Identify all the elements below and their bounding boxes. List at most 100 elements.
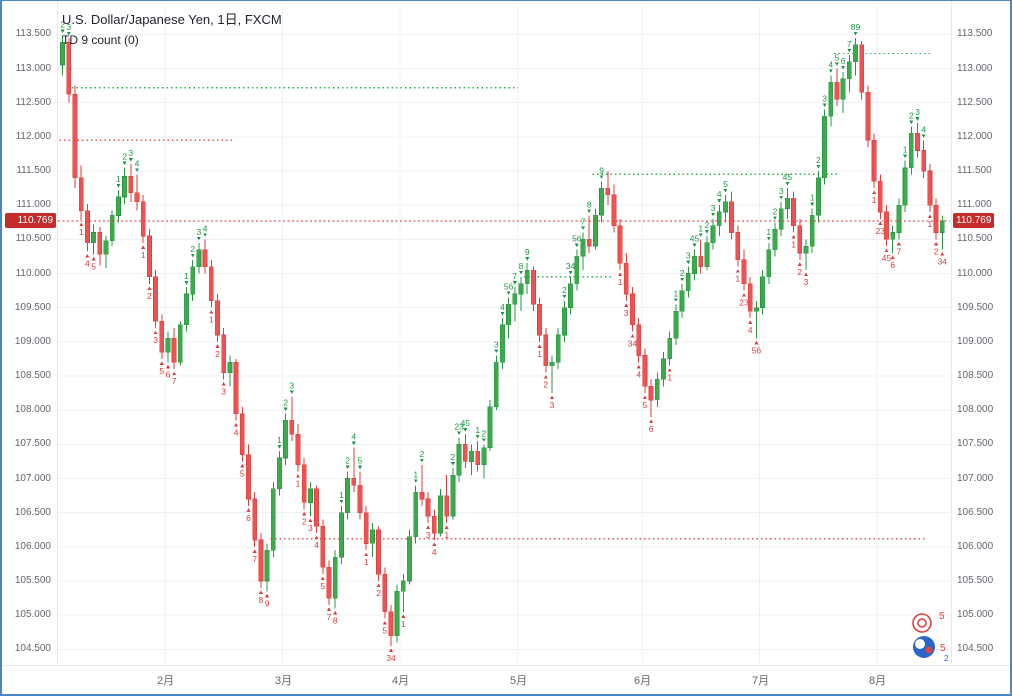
time-tick-label: 5月 — [510, 675, 528, 687]
logo-mark-5a: 5 — [939, 611, 945, 622]
svg-text:5: 5 — [382, 626, 387, 636]
time-tick-label: 4月 — [392, 675, 410, 687]
svg-text:1: 1 — [444, 530, 449, 540]
svg-text:7: 7 — [252, 554, 257, 564]
price-tick-label: 109.500 — [14, 302, 51, 313]
svg-text:1: 1 — [618, 277, 623, 287]
svg-text:1: 1 — [766, 227, 771, 237]
svg-text:1: 1 — [475, 425, 480, 435]
svg-text:1: 1 — [872, 195, 877, 205]
price-tick-label: 105.500 — [14, 575, 51, 586]
svg-text:2: 2 — [797, 267, 802, 277]
symbol-title[interactable]: U.S. Dollar/Japanese Yen, 1日, FXCM — [62, 12, 282, 27]
svg-text:2: 2 — [680, 268, 685, 278]
svg-text:3: 3 — [289, 381, 294, 391]
svg-text:2: 2 — [376, 588, 381, 598]
svg-text:3: 3 — [624, 308, 629, 318]
price-tick-label: 108.500 — [957, 370, 994, 381]
svg-text:1: 1 — [667, 373, 672, 383]
svg-text:8: 8 — [259, 595, 264, 605]
svg-text:6: 6 — [166, 369, 171, 379]
svg-text:9: 9 — [525, 247, 530, 257]
svg-text:3: 3 — [822, 94, 827, 104]
price-tick-label: 112.000 — [15, 131, 51, 142]
svg-text:2: 2 — [122, 152, 127, 162]
svg-text:34: 34 — [566, 261, 576, 271]
svg-text:1: 1 — [364, 557, 369, 567]
svg-text:89: 89 — [851, 22, 861, 32]
indicator-label[interactable]: TD 9 count (0) — [62, 33, 139, 47]
svg-text:34: 34 — [938, 257, 948, 267]
svg-text:8: 8 — [333, 615, 338, 625]
price-tick-label: 106.500 — [14, 507, 51, 518]
price-tick-label: 111.000 — [957, 199, 992, 210]
svg-text:4: 4 — [717, 189, 722, 199]
time-axis[interactable]: 2月 3月 4月 5月 6月 7月 8月 — [2, 665, 1010, 694]
svg-text:3: 3 — [711, 203, 716, 213]
price-tick-label: 106.000 — [14, 541, 51, 552]
svg-text:1: 1 — [209, 315, 214, 325]
svg-text:3: 3 — [308, 523, 313, 533]
svg-text:3: 3 — [128, 148, 133, 158]
price-tick-label: 109.500 — [957, 302, 994, 313]
svg-text:23: 23 — [739, 298, 749, 308]
tradingview-logo: 5 5 2 — [904, 605, 950, 668]
time-tick-label: 3月 — [275, 675, 293, 687]
price-tick-label: 104.500 — [957, 643, 994, 654]
price-tick-label: 113.000 — [957, 63, 993, 74]
svg-text:4: 4 — [636, 369, 641, 379]
svg-text:3: 3 — [686, 251, 691, 261]
svg-text:1: 1 — [791, 240, 796, 250]
svg-text:3: 3 — [550, 400, 555, 410]
price-tick-label: 108.500 — [14, 370, 51, 381]
svg-text:1: 1 — [79, 227, 84, 237]
svg-text:2: 2 — [302, 516, 307, 526]
chart-legend: U.S. Dollar/Japanese Yen, 1日, FXCM TD 9 … — [62, 9, 282, 47]
svg-text:45: 45 — [882, 253, 892, 263]
svg-text:4: 4 — [85, 259, 90, 269]
svg-text:56: 56 — [752, 345, 762, 355]
svg-text:2: 2 — [451, 452, 456, 462]
right-axis-separator — [951, 1, 952, 665]
svg-text:23: 23 — [876, 226, 886, 236]
svg-text:3: 3 — [221, 386, 226, 396]
svg-text:7: 7 — [512, 271, 517, 281]
svg-text:2: 2 — [773, 206, 778, 216]
svg-text:56: 56 — [504, 281, 514, 291]
svg-text:2: 2 — [190, 244, 195, 254]
current-price-badge-left: 110.769 — [5, 213, 56, 228]
svg-text:2: 2 — [60, 20, 65, 30]
svg-text:4: 4 — [314, 540, 319, 550]
svg-text:2: 2 — [543, 380, 548, 390]
svg-text:5: 5 — [835, 53, 840, 63]
svg-text:2: 2 — [215, 349, 220, 359]
time-tick-label: 8月 — [869, 675, 887, 687]
svg-text:6: 6 — [890, 260, 895, 270]
svg-text:5: 5 — [358, 456, 363, 466]
svg-text:2: 2 — [562, 285, 567, 295]
svg-text:3: 3 — [426, 530, 431, 540]
price-tick-label: 107.500 — [957, 438, 994, 449]
left-price-axis[interactable]: 104.500 105.000 105.500 106.000 106.500 107.0… — [2, 1, 57, 665]
time-tick-label: 7月 — [752, 675, 770, 687]
svg-text:23: 23 — [454, 422, 464, 432]
price-tick-label: 113.500 — [957, 28, 993, 39]
svg-text:3: 3 — [779, 186, 784, 196]
svg-text:3: 3 — [494, 340, 499, 350]
price-tick-label: 105.000 — [14, 609, 51, 620]
svg-text:3: 3 — [915, 107, 920, 117]
svg-text:7: 7 — [327, 612, 332, 622]
svg-text:2: 2 — [283, 398, 288, 408]
svg-text:45: 45 — [783, 172, 793, 182]
svg-text:2: 2 — [420, 449, 425, 459]
svg-text:1: 1 — [116, 174, 121, 184]
svg-text:2: 2 — [147, 291, 152, 301]
svg-text:1: 1 — [184, 271, 189, 281]
svg-text:3: 3 — [197, 227, 202, 237]
right-price-axis[interactable]: 104.500 105.000 105.500 106.000 106.500 107.0… — [951, 1, 1010, 665]
svg-text:4: 4 — [351, 432, 356, 442]
svg-text:7: 7 — [581, 217, 586, 227]
svg-text:1: 1 — [903, 145, 908, 155]
left-axis-separator — [57, 1, 58, 665]
